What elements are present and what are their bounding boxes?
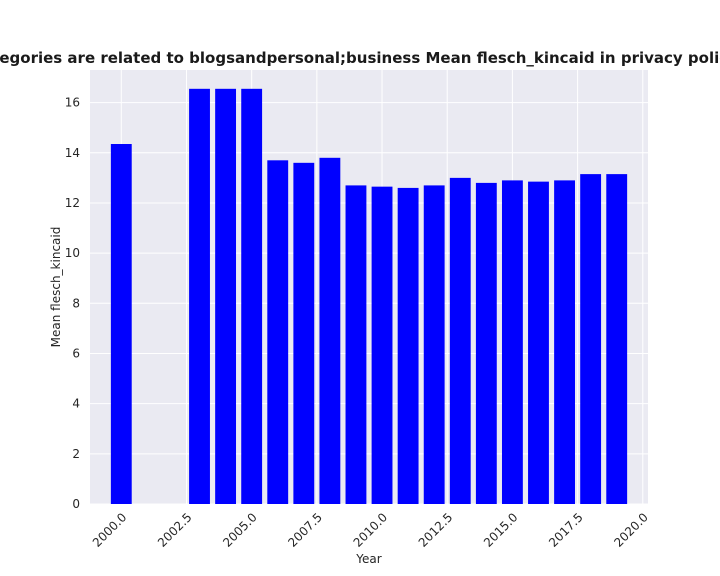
- bar: [110, 144, 132, 504]
- bar: [554, 180, 575, 504]
- x-tick-labels: 2000.0 2002.5 2005.0 2007.5 2010.0 2012.5 2015…: [90, 510, 651, 550]
- y-tick-labels: 0 2 4 6 8 10 12 14 16: [65, 96, 80, 511]
- bar: [189, 88, 210, 504]
- x-tick-label: 2017.5: [546, 510, 586, 550]
- x-axis-label: Year: [355, 552, 381, 566]
- bar: [501, 180, 523, 504]
- x-tick-label: 2007.5: [285, 510, 325, 550]
- y-tick-label: 16: [65, 96, 80, 110]
- bar: [606, 174, 628, 504]
- bars: [110, 88, 628, 505]
- x-tick-label: 2005.0: [220, 510, 260, 550]
- y-tick-label: 4: [72, 397, 80, 411]
- bar: [215, 88, 237, 504]
- x-tick-label: 2010.0: [351, 510, 391, 550]
- x-tick-label: 2015.0: [481, 510, 521, 550]
- x-tick-label: 2012.5: [416, 510, 456, 550]
- bar: [267, 160, 289, 504]
- y-tick-label: 8: [72, 296, 80, 310]
- y-tick-label: 14: [65, 146, 80, 160]
- bar: [423, 185, 445, 504]
- bar: [371, 186, 393, 504]
- bar: [319, 157, 341, 504]
- bar: [345, 185, 367, 504]
- chart-title: n categories are related to blogsandpers…: [0, 49, 720, 67]
- x-tick-label: 2000.0: [90, 510, 130, 550]
- bar: [397, 187, 419, 504]
- bar: [528, 181, 549, 504]
- y-tick-label: 2: [72, 447, 80, 461]
- x-tick-label: 2002.5: [155, 510, 195, 550]
- bar: [475, 182, 497, 504]
- bar: [293, 162, 315, 505]
- bar: [449, 177, 471, 504]
- bar: [580, 174, 602, 504]
- x-tick-label: 2020.0: [611, 510, 651, 550]
- y-axis-label: Mean flesch_kincaid: [49, 227, 63, 348]
- y-tick-label: 10: [65, 246, 80, 260]
- bar: [241, 88, 263, 504]
- y-tick-label: 6: [72, 346, 80, 360]
- y-tick-label: 0: [72, 497, 80, 511]
- y-tick-label: 12: [65, 196, 80, 210]
